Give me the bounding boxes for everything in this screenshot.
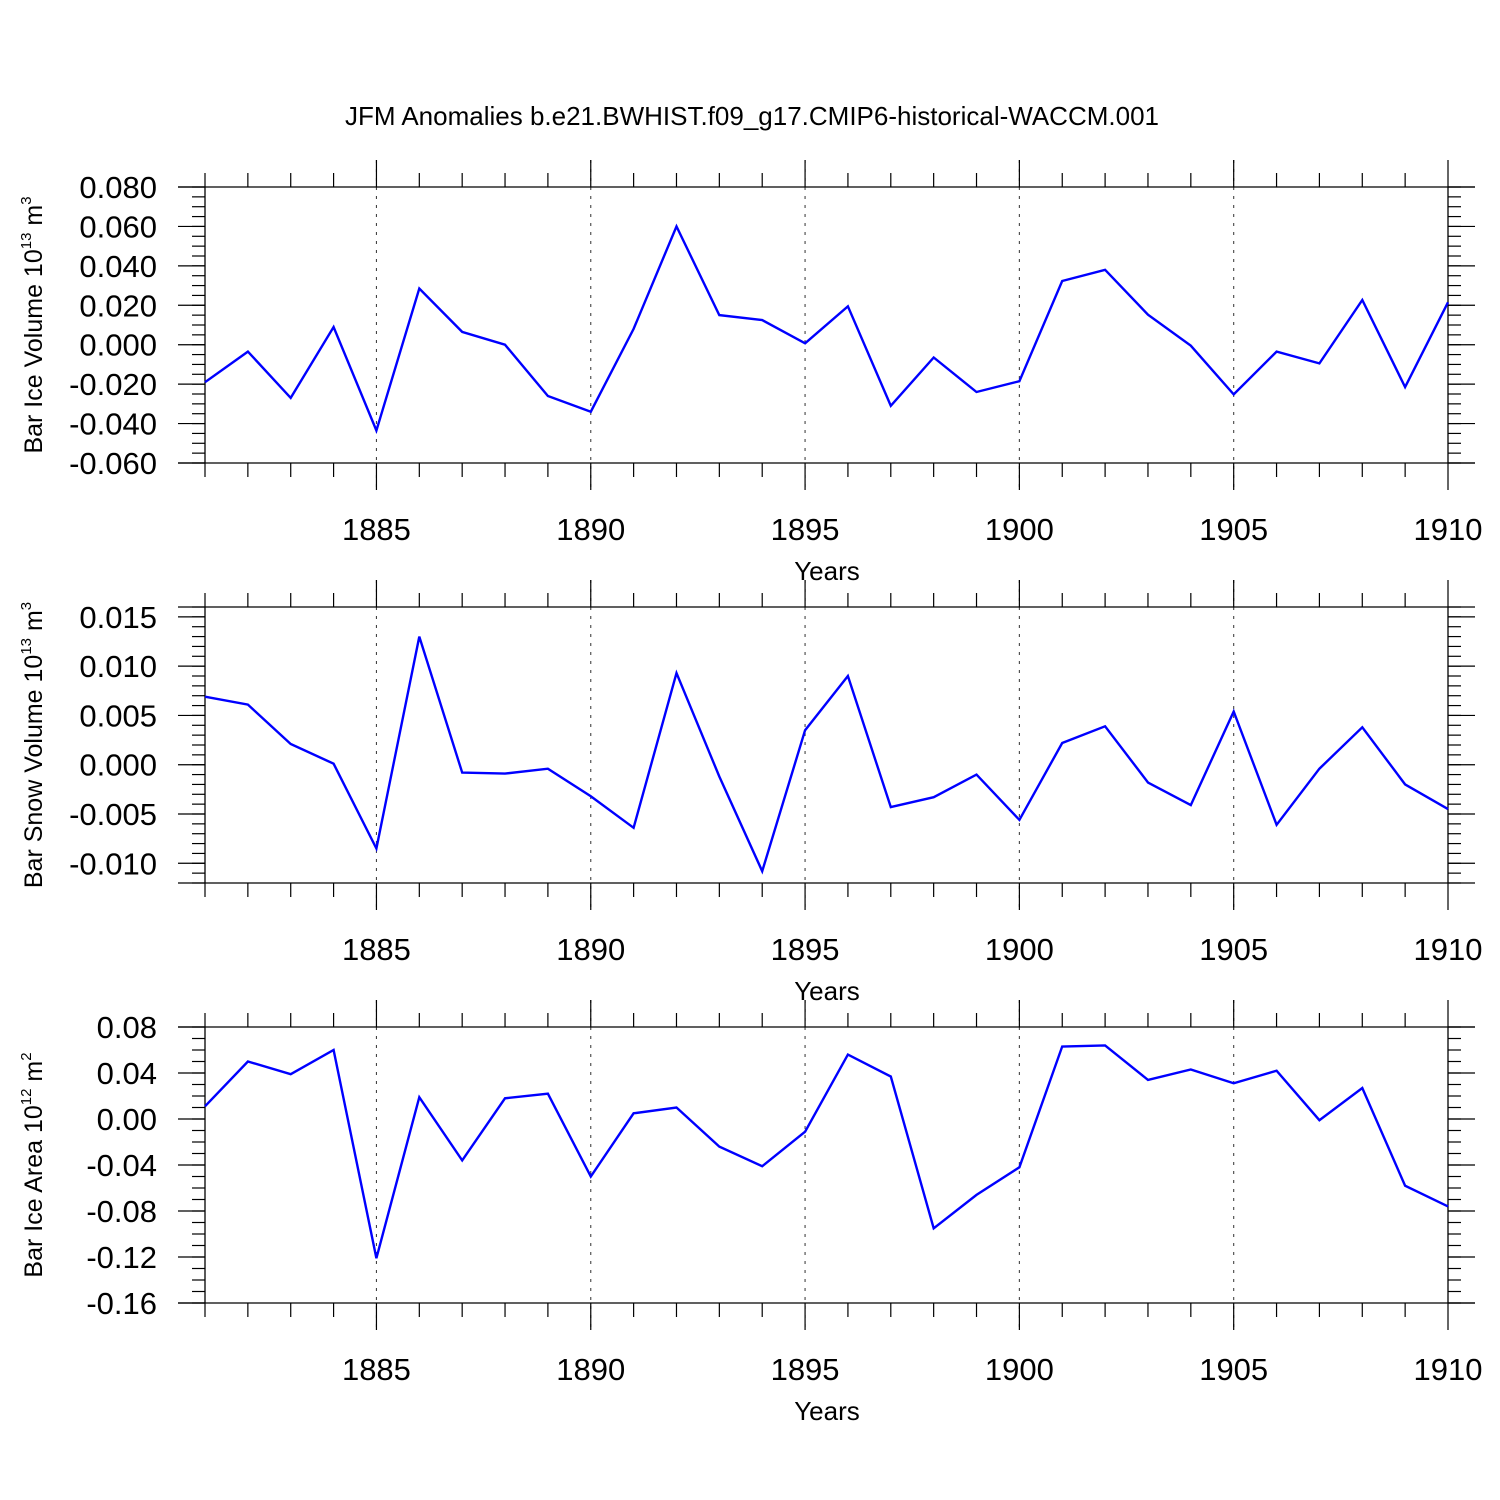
y-axis-label: Bar Ice Area 1012 m2 (18, 1052, 48, 1277)
x-tick-label: 1890 (556, 932, 625, 967)
y-tick-label: 0.020 (79, 288, 157, 323)
x-tick-label: 1895 (771, 512, 840, 547)
y-tick-label: -0.12 (86, 1240, 157, 1275)
panel-1: -0.060 -0.040 -0.020 0.000 0.020 0.040 0.060 0.… (18, 160, 1482, 586)
x-axis-label: Years (794, 976, 860, 1006)
x-tick-label: 1885 (342, 512, 411, 547)
y-tick-label: 0.010 (79, 649, 157, 684)
y-tick-label: 0.005 (79, 698, 157, 733)
y-tick-label: -0.010 (69, 846, 157, 881)
x-tick-label: 1910 (1414, 1352, 1483, 1387)
x-tick-label: 1890 (556, 1352, 625, 1387)
panel-3: -0.16 -0.12 -0.08 -0.04 0.00 0.04 0.08 1885 1890… (18, 1000, 1482, 1426)
x-tick-label: 1905 (1199, 932, 1268, 967)
x-tick-label: 1905 (1199, 1352, 1268, 1387)
y-tick-label: 0.015 (79, 600, 157, 635)
y-tick-label: 0.000 (79, 748, 157, 783)
y-tick-label: -0.060 (69, 446, 157, 481)
x-axis-label: Years (794, 556, 860, 586)
x-tick-label: 1900 (985, 1352, 1054, 1387)
x-tick-label: 1910 (1414, 932, 1483, 967)
y-tick-label: 0.08 (97, 1010, 157, 1045)
y-tick-label: -0.04 (86, 1148, 157, 1183)
y-tick-label: -0.08 (86, 1194, 157, 1229)
x-tick-label: 1885 (342, 1352, 411, 1387)
y-axis-label: Bar Snow Volume 1013 m3 (18, 602, 48, 888)
x-axis-label: Years (794, 1396, 860, 1426)
x-tick-label: 1910 (1414, 512, 1483, 547)
data-series-line (204, 1044, 1449, 1259)
y-tick-label: 0.00 (97, 1102, 157, 1137)
x-tick-label: 1900 (985, 512, 1054, 547)
y-axis-label: Bar Ice Volume 1013 m3 (18, 196, 48, 453)
y-tick-label: 0.000 (79, 328, 157, 363)
y-tick-label: 0.040 (79, 249, 157, 284)
y-tick-label: -0.040 (69, 407, 157, 442)
panels: -0.060 -0.040 -0.020 0.000 0.020 0.040 0.060 0.… (18, 160, 1482, 1426)
y-tick-label: -0.005 (69, 797, 157, 832)
y-tick-label: -0.020 (69, 367, 157, 402)
y-tick-label: 0.060 (79, 209, 157, 244)
x-tick-label: 1890 (556, 512, 625, 547)
data-series-line (204, 636, 1449, 875)
y-tick-label: 0.04 (97, 1056, 157, 1091)
figure-title: JFM Anomalies b.e21.BWHIST.f09_g17.CMIP6… (345, 101, 1159, 131)
x-tick-label: 1895 (771, 932, 840, 967)
x-tick-label: 1900 (985, 932, 1054, 967)
y-tick-label: 0.080 (79, 170, 157, 205)
data-series-line (204, 223, 1450, 435)
y-tick-label: -0.16 (86, 1286, 157, 1321)
x-tick-label: 1895 (771, 1352, 840, 1387)
panel-2: -0.010 -0.005 0.000 0.005 0.010 0.015 1885 1890… (18, 580, 1482, 1006)
x-tick-label: 1885 (342, 932, 411, 967)
x-tick-label: 1905 (1199, 512, 1268, 547)
